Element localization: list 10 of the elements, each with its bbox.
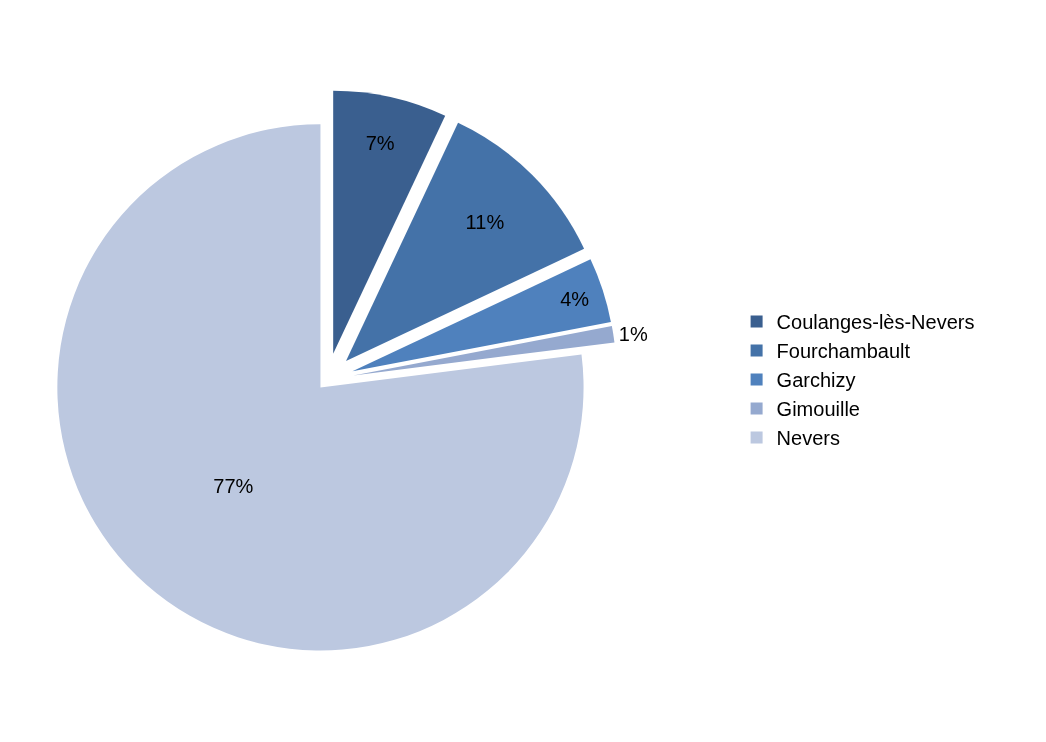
legend-label: Coulanges-lès-Nevers bbox=[776, 311, 975, 334]
data-label: 7% bbox=[365, 132, 395, 155]
data-label: 77% bbox=[213, 475, 254, 498]
legend-label: Fourchambault bbox=[776, 340, 911, 363]
data-label: 1% bbox=[618, 322, 648, 345]
data-label: 4% bbox=[560, 288, 590, 311]
legend-label: Gimouille bbox=[776, 398, 860, 421]
legend-label: Nevers bbox=[776, 427, 840, 450]
data-label: 11% bbox=[465, 210, 505, 233]
legend-label: Garchizy bbox=[776, 369, 856, 392]
